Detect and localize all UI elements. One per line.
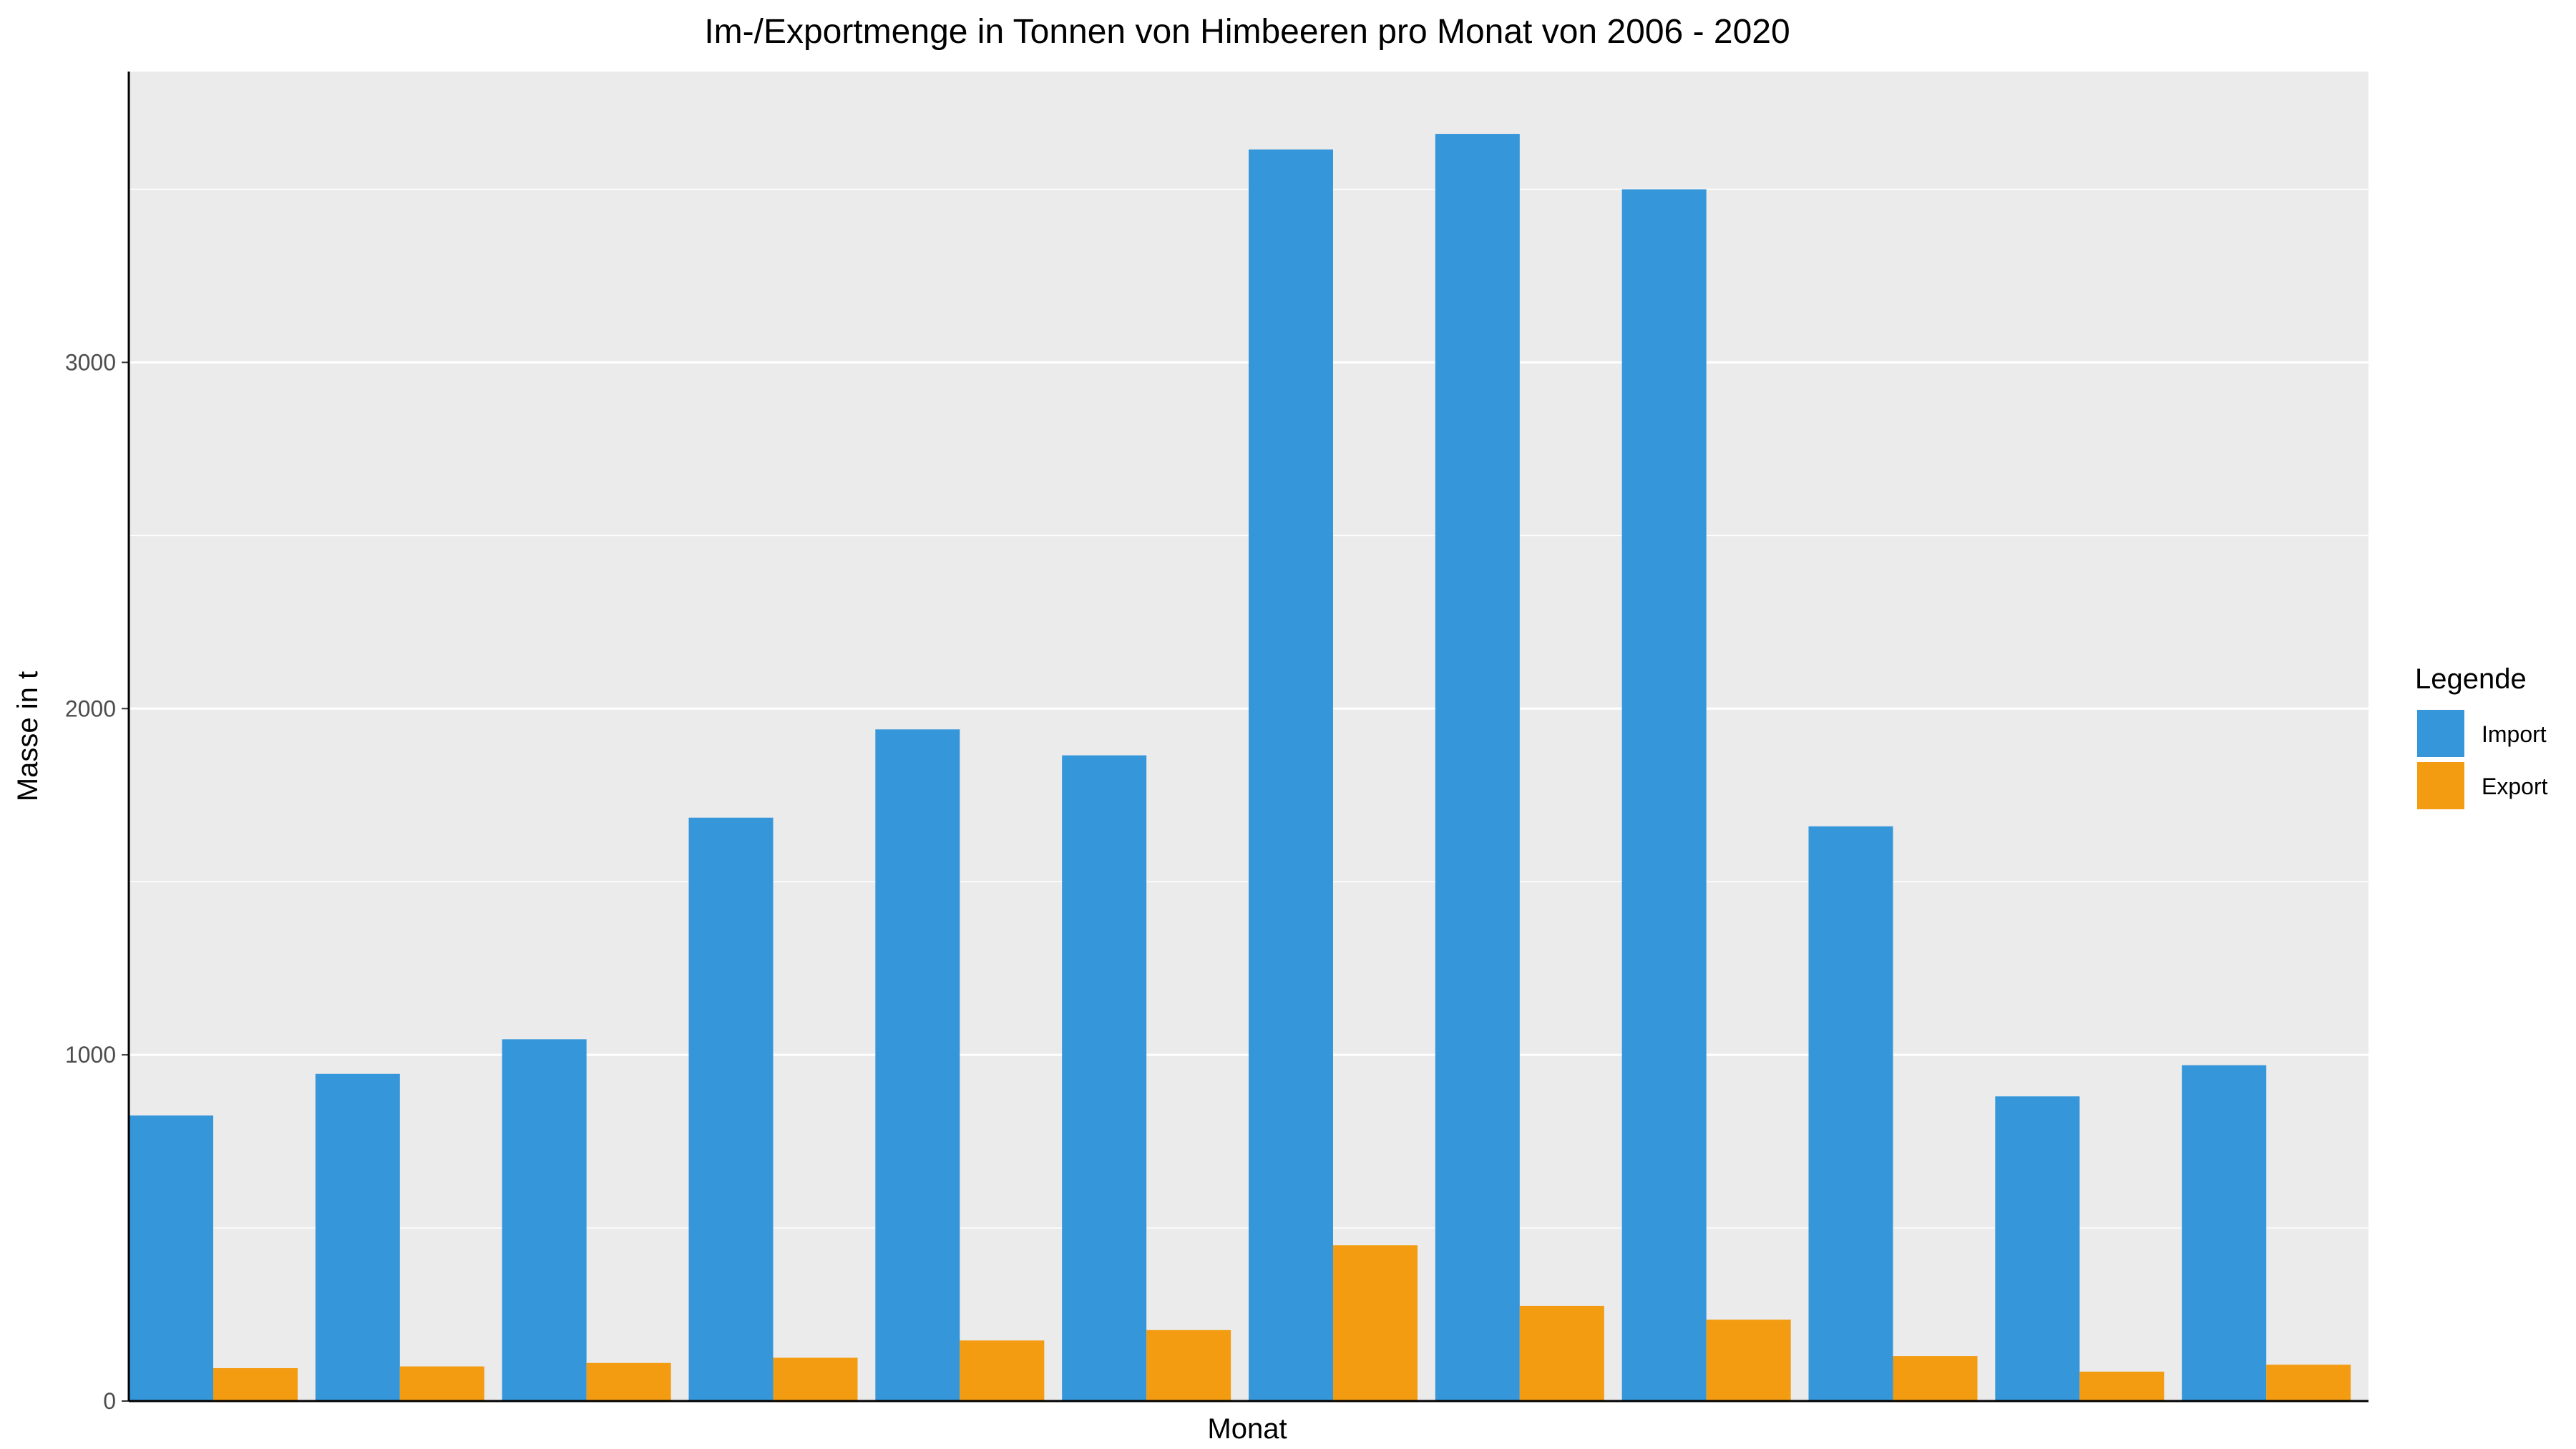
chart-title: Im-/Exportmenge in Tonnen von Himbeeren … [704,13,1790,51]
bar-import [875,729,960,1401]
bar-export [1706,1319,1791,1401]
legend: Legende Import Export [2415,663,2548,809]
bar-import [1808,826,1893,1401]
bar-import [502,1039,587,1401]
bar-import [2182,1065,2267,1401]
bar-export [1893,1356,1978,1401]
y-axis-title: Masse in t [12,671,44,801]
bar-export [773,1357,858,1401]
y-tick-label: 0 [103,1388,116,1414]
y-axis: 0 1000 2000 3000 [65,349,129,1414]
bar-export [1146,1330,1231,1401]
bar-export [1519,1305,1604,1401]
y-tick-label: 2000 [65,696,116,721]
bar-export [960,1340,1045,1401]
bar-export [586,1362,671,1401]
bar-import [1995,1096,2080,1401]
bar-import [1621,189,1707,1402]
x-axis-title: Monat [1207,1413,1287,1445]
bar-import [688,817,774,1401]
y-tick-label: 3000 [65,349,116,375]
bar-import [1062,755,1147,1401]
y-tick-label: 1000 [65,1042,116,1068]
legend-label-import: Import [2482,721,2547,747]
bar-import [129,1115,213,1401]
bar-export [399,1366,484,1401]
legend-title: Legende [2415,663,2527,695]
bar-export [2266,1365,2351,1401]
bars [129,134,2351,1402]
bar-export [1333,1245,1418,1401]
legend-label-export: Export [2482,774,2548,799]
bar-export [213,1368,298,1401]
legend-key-import [2417,710,2464,757]
bar-import [1435,134,1520,1401]
bar-import [315,1073,400,1401]
bar-import [1249,149,1333,1401]
bar-export [2079,1371,2165,1401]
legend-key-export [2417,762,2464,809]
